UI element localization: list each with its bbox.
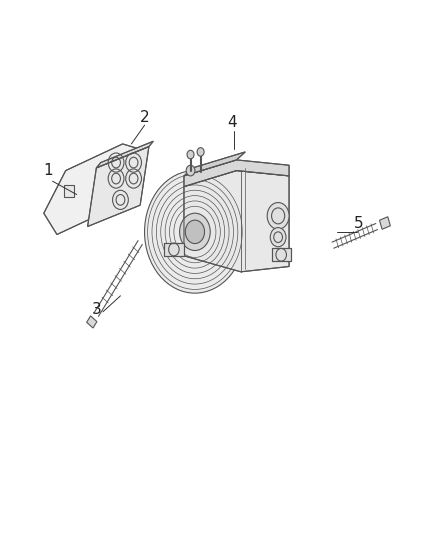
Text: 4: 4 <box>227 115 237 130</box>
Polygon shape <box>88 147 149 227</box>
Circle shape <box>187 150 194 159</box>
Text: 2: 2 <box>140 110 149 125</box>
Polygon shape <box>272 248 291 261</box>
Polygon shape <box>184 171 289 272</box>
Circle shape <box>145 171 245 293</box>
Text: 3: 3 <box>92 302 101 317</box>
Polygon shape <box>96 141 153 168</box>
Polygon shape <box>87 316 97 328</box>
Polygon shape <box>184 160 289 187</box>
Circle shape <box>180 213 210 251</box>
Polygon shape <box>44 144 140 235</box>
Circle shape <box>197 148 204 156</box>
Text: 5: 5 <box>354 216 364 231</box>
Polygon shape <box>164 243 184 256</box>
Text: 1: 1 <box>43 163 53 178</box>
Polygon shape <box>184 152 245 176</box>
Circle shape <box>267 203 289 229</box>
Bar <box>64 185 74 197</box>
Polygon shape <box>379 217 390 229</box>
Circle shape <box>186 165 195 176</box>
Circle shape <box>185 220 205 244</box>
Circle shape <box>270 228 286 247</box>
